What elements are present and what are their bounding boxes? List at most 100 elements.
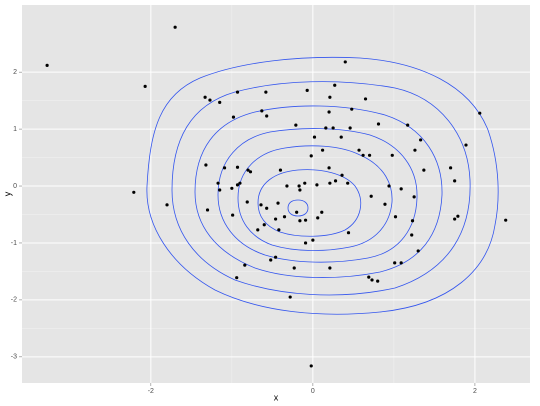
- y-tick-label: 2: [13, 69, 17, 76]
- point: [303, 241, 308, 245]
- point: [340, 173, 344, 177]
- y-tick-label: -2: [11, 297, 17, 304]
- point: [410, 233, 414, 237]
- point: [235, 90, 240, 94]
- point: [328, 95, 332, 99]
- point: [256, 228, 260, 232]
- point: [478, 111, 482, 115]
- point: [282, 215, 287, 219]
- point: [393, 215, 398, 219]
- point: [393, 261, 397, 265]
- point: [448, 166, 453, 170]
- point: [205, 208, 210, 212]
- contour: [171, 81, 471, 296]
- point: [399, 261, 403, 265]
- point: [387, 184, 391, 188]
- x-tick-label: 2: [473, 388, 477, 395]
- point: [312, 135, 317, 139]
- point: [367, 275, 371, 279]
- point: [453, 179, 457, 183]
- point: [246, 168, 250, 172]
- point: [422, 168, 426, 172]
- point: [278, 168, 283, 172]
- point: [316, 216, 320, 220]
- point: [303, 181, 307, 185]
- point: [346, 231, 351, 235]
- point: [357, 148, 361, 152]
- point: [265, 206, 269, 210]
- point: [346, 181, 350, 185]
- point: [216, 181, 220, 185]
- point: [361, 153, 365, 157]
- point: [298, 219, 302, 223]
- point: [311, 238, 315, 242]
- point: [328, 181, 332, 185]
- density-contours: [146, 56, 499, 315]
- point: [285, 184, 289, 188]
- point: [235, 165, 240, 169]
- point: [410, 219, 415, 223]
- point: [231, 213, 235, 217]
- point: [235, 276, 239, 280]
- point: [294, 123, 298, 127]
- point: [265, 114, 269, 118]
- x-axis-title: x: [274, 392, 279, 402]
- contour: [237, 145, 393, 251]
- y-axis-title: y: [2, 191, 12, 196]
- point: [416, 249, 420, 253]
- point: [297, 184, 301, 188]
- point: [203, 95, 207, 99]
- point: [504, 218, 508, 222]
- y-tick-label: -1: [11, 240, 17, 247]
- point: [264, 90, 268, 94]
- contour: [287, 199, 309, 217]
- point: [208, 98, 212, 102]
- point: [320, 148, 325, 152]
- point: [173, 25, 177, 29]
- point: [456, 214, 460, 218]
- y-tick-label: 0: [13, 183, 17, 190]
- point: [231, 115, 236, 119]
- point: [45, 63, 49, 67]
- points: [45, 25, 508, 368]
- point: [276, 201, 280, 205]
- point: [230, 186, 234, 190]
- point: [327, 110, 331, 114]
- point: [413, 148, 417, 152]
- contour: [217, 128, 418, 263]
- point: [165, 203, 169, 207]
- point: [273, 255, 278, 259]
- point: [288, 295, 292, 299]
- point: [406, 123, 410, 127]
- y-tick-label: 1: [13, 126, 17, 133]
- panel: [22, 5, 530, 383]
- point: [292, 266, 296, 270]
- point: [399, 187, 403, 191]
- point: [303, 218, 308, 222]
- point: [376, 122, 381, 126]
- point: [369, 194, 373, 198]
- point: [412, 195, 416, 199]
- point: [331, 126, 335, 130]
- point: [333, 179, 338, 183]
- x-tick-label: 0: [311, 388, 315, 395]
- point: [273, 217, 278, 221]
- point: [315, 183, 319, 187]
- point: [238, 181, 242, 185]
- point: [343, 60, 347, 64]
- point: [235, 183, 240, 187]
- point: [204, 163, 208, 167]
- point: [327, 166, 331, 170]
- point: [370, 278, 374, 282]
- point: [143, 84, 147, 89]
- contour: [146, 56, 499, 315]
- point: [320, 210, 324, 214]
- point: [333, 83, 337, 87]
- point: [390, 153, 394, 157]
- point: [339, 135, 343, 139]
- point: [259, 203, 263, 207]
- y-tick-label: -3: [11, 354, 17, 361]
- point: [295, 210, 299, 214]
- point: [298, 188, 302, 192]
